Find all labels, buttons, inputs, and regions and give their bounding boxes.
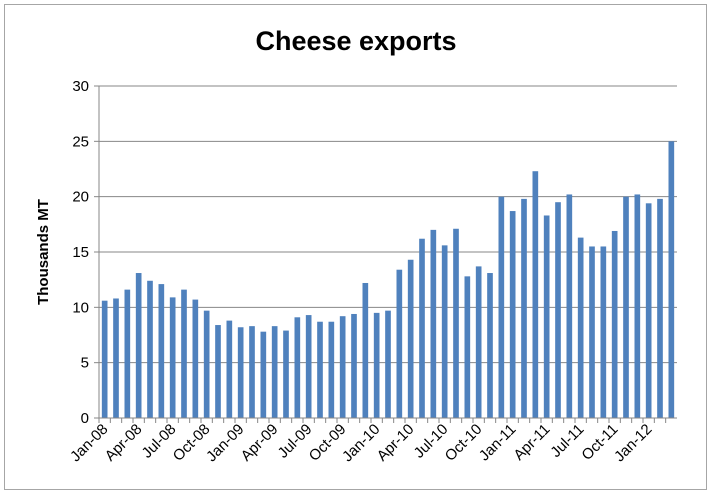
bar-Sep-10 xyxy=(464,276,471,418)
bar-Mar-10 xyxy=(396,269,403,418)
bar-Oct-08 xyxy=(203,310,210,418)
bar-Dec-09 xyxy=(362,282,369,418)
bar-Mar-09 xyxy=(260,331,267,418)
bar-Jul-10 xyxy=(441,245,448,418)
bar-Aug-11 xyxy=(589,246,595,418)
bar-Dec-10 xyxy=(498,196,505,418)
x-tick-label: Jan-10 xyxy=(339,421,383,465)
bar-Apr-10 xyxy=(407,259,414,418)
bar-Aug-09 xyxy=(317,321,323,418)
bar-Jan-11 xyxy=(509,211,516,418)
y-tick-label: 5 xyxy=(81,355,89,372)
bar-Oct-09 xyxy=(339,316,346,418)
bar-May-08 xyxy=(147,280,153,418)
bar-Dec-08 xyxy=(226,320,233,418)
bar-Apr-08 xyxy=(135,273,142,418)
bar-Jun-11 xyxy=(566,194,573,418)
bar-Nov-09 xyxy=(351,313,357,418)
bar-Oct-10 xyxy=(475,266,482,418)
x-tick-label: Jan-08 xyxy=(67,421,111,465)
bar-Jan-08 xyxy=(101,300,108,418)
bar-Jan-09 xyxy=(237,327,244,418)
bar-Feb-09 xyxy=(249,326,255,418)
x-tick-label: Apr-10 xyxy=(374,421,418,465)
bar-Jun-09 xyxy=(294,317,301,418)
bar-Jan-12 xyxy=(645,203,652,418)
bar-Mar-08 xyxy=(124,289,131,418)
bar-Dec-11 xyxy=(634,194,641,418)
bars xyxy=(101,141,675,419)
bar-Nov-08 xyxy=(215,325,221,418)
axes xyxy=(98,86,677,419)
bar-Oct-11 xyxy=(611,230,618,418)
y-tick-labels: 0 5 10 15 20 25 30 xyxy=(72,78,89,427)
bar-May-11 xyxy=(555,202,561,418)
bar-Jan-10 xyxy=(373,312,380,418)
x-tick-label: Jan-09 xyxy=(203,421,247,465)
x-tick-label: Oct-10 xyxy=(442,421,486,465)
bar-Jul-08 xyxy=(169,297,176,418)
bar-Jun-10 xyxy=(430,229,437,418)
y-tick-label: 30 xyxy=(72,78,89,95)
bar-Jun-08 xyxy=(158,284,165,418)
bar-Nov-11 xyxy=(623,196,629,418)
bar-Jul-11 xyxy=(577,237,584,418)
y-tick-label: 25 xyxy=(72,133,89,150)
y-tick-label: 10 xyxy=(72,299,89,316)
x-tick-label: Apr-11 xyxy=(510,421,553,464)
bar-Mar-12 xyxy=(668,141,675,419)
bar-Feb-11 xyxy=(521,198,527,418)
chart-title: Cheese exports xyxy=(255,26,457,56)
y-axis-title: Thousands MT xyxy=(35,199,52,305)
x-tick-label: Apr-08 xyxy=(102,421,146,465)
bar-Feb-08 xyxy=(113,298,119,418)
bar-Sep-09 xyxy=(328,321,335,418)
bar-Jul-09 xyxy=(305,315,312,418)
y-tick-label: 15 xyxy=(72,244,89,261)
bar-Nov-10 xyxy=(487,273,493,418)
y-tick-label: 0 xyxy=(81,410,89,427)
bar-Apr-11 xyxy=(543,215,550,418)
x-tick-labels: Jan-08Apr-08Jul-08Oct-08Jan-09Apr-09Jul-… xyxy=(67,418,667,465)
x-tick-label: Jan-11 xyxy=(476,421,520,465)
bar-Apr-09 xyxy=(271,326,278,418)
x-tick-label: Apr-09 xyxy=(238,421,282,465)
bar-May-10 xyxy=(419,238,425,418)
bar-May-09 xyxy=(283,330,289,418)
x-tick-label: Jan-12 xyxy=(611,421,655,465)
bar-Aug-10 xyxy=(453,228,459,418)
bar-Aug-08 xyxy=(181,289,187,418)
bar-Sep-11 xyxy=(600,246,607,418)
y-tick-label: 20 xyxy=(72,189,89,206)
bar-Feb-12 xyxy=(657,198,663,418)
bar-Sep-08 xyxy=(192,299,199,418)
bar-Feb-10 xyxy=(385,310,391,418)
bar-Mar-11 xyxy=(532,171,539,418)
